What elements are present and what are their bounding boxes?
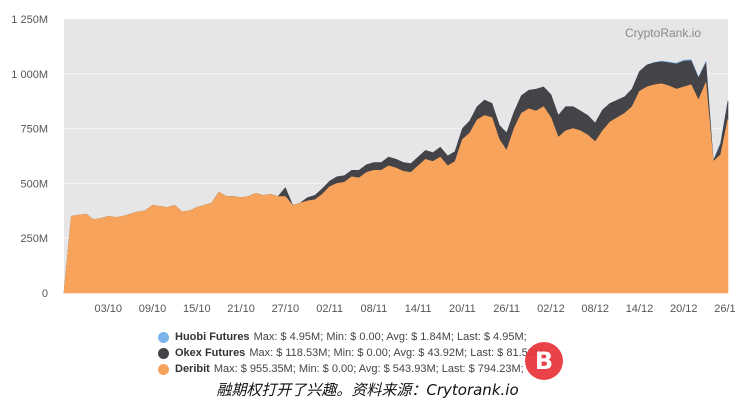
x-tick-label: 26/12 bbox=[714, 303, 735, 315]
x-tick-label: 27/10 bbox=[272, 303, 300, 315]
legend-series-stats: Max: $ 955.35M; Min: $ 0.00; Avg: $ 543.… bbox=[213, 363, 524, 375]
legend-series-name: Deribit bbox=[175, 363, 210, 375]
y-tick-label: 250M bbox=[20, 233, 48, 245]
y-tick-label: 0 bbox=[42, 288, 48, 300]
legend: Huobi Futures Max: $ 4.95M; Min: $ 0.00;… bbox=[158, 329, 718, 377]
x-tick-label: 20/12 bbox=[670, 303, 698, 315]
y-tick-label: 1 000M bbox=[11, 69, 48, 81]
x-tick-label: 03/10 bbox=[95, 303, 123, 315]
y-tick-label: 500M bbox=[20, 178, 48, 190]
x-tick-label: 15/10 bbox=[183, 303, 211, 315]
legend-series-name: Okex Futures bbox=[175, 347, 246, 359]
bitcoin-b-icon: B bbox=[525, 342, 563, 380]
chart: 0 250M 500M 750M 1 000M 1 250M 03/10 09/10 15/1… bbox=[11, 14, 735, 315]
caption: 融期权打开了兴趣。资料来源：Crytorank.io bbox=[216, 381, 519, 399]
series-areas bbox=[63, 59, 729, 294]
legend-series-stats: Max: $ 118.53M; Min: $ 0.00; Avg: $ 43.9… bbox=[249, 347, 547, 359]
x-tick-label: 26/11 bbox=[493, 303, 520, 315]
x-tick-label: 09/10 bbox=[139, 303, 167, 315]
huobi-futures-legend-marker bbox=[158, 331, 169, 343]
x-tick-label: 08/11 bbox=[361, 303, 388, 315]
legend-item-deribit[interactable]: Deribit Max: $ 955.35M; Min: $ 0.00; Avg… bbox=[158, 361, 718, 377]
y-tick-label: 750M bbox=[20, 124, 48, 136]
brand-watermark: CryptoRank.io bbox=[625, 26, 701, 40]
x-tick-label: 21/10 bbox=[227, 303, 255, 315]
x-tick-label: 02/12 bbox=[537, 303, 565, 315]
legend-series-name: Huobi Futures bbox=[175, 331, 250, 343]
x-tick-label: 20/11 bbox=[449, 303, 476, 315]
legend-series-stats: Max: $ 4.95M; Min: $ 0.00; Avg: $ 1.84M;… bbox=[253, 331, 527, 343]
x-tick-label: 02/11 bbox=[316, 303, 343, 315]
okex-futures-legend-marker bbox=[158, 347, 169, 359]
deribit-legend-marker bbox=[158, 363, 169, 375]
legend-item-huobi-futures[interactable]: Huobi Futures Max: $ 4.95M; Min: $ 0.00;… bbox=[158, 329, 718, 345]
y-tick-label: 1 250M bbox=[11, 14, 48, 26]
x-tick-label: 08/12 bbox=[581, 303, 609, 315]
x-axis-ticks: 03/10 09/10 15/10 21/10 27/10 02/11 08/11 14/11… bbox=[95, 303, 735, 315]
area-deribit bbox=[63, 82, 729, 294]
y-axis-ticks: 0 250M 500M 750M 1 000M 1 250M bbox=[11, 14, 48, 300]
x-tick-label: 14/11 bbox=[405, 303, 432, 315]
legend-item-okex-futures[interactable]: Okex Futures Max: $ 118.53M; Min: $ 0.00… bbox=[158, 345, 718, 361]
x-tick-label: 14/12 bbox=[626, 303, 654, 315]
